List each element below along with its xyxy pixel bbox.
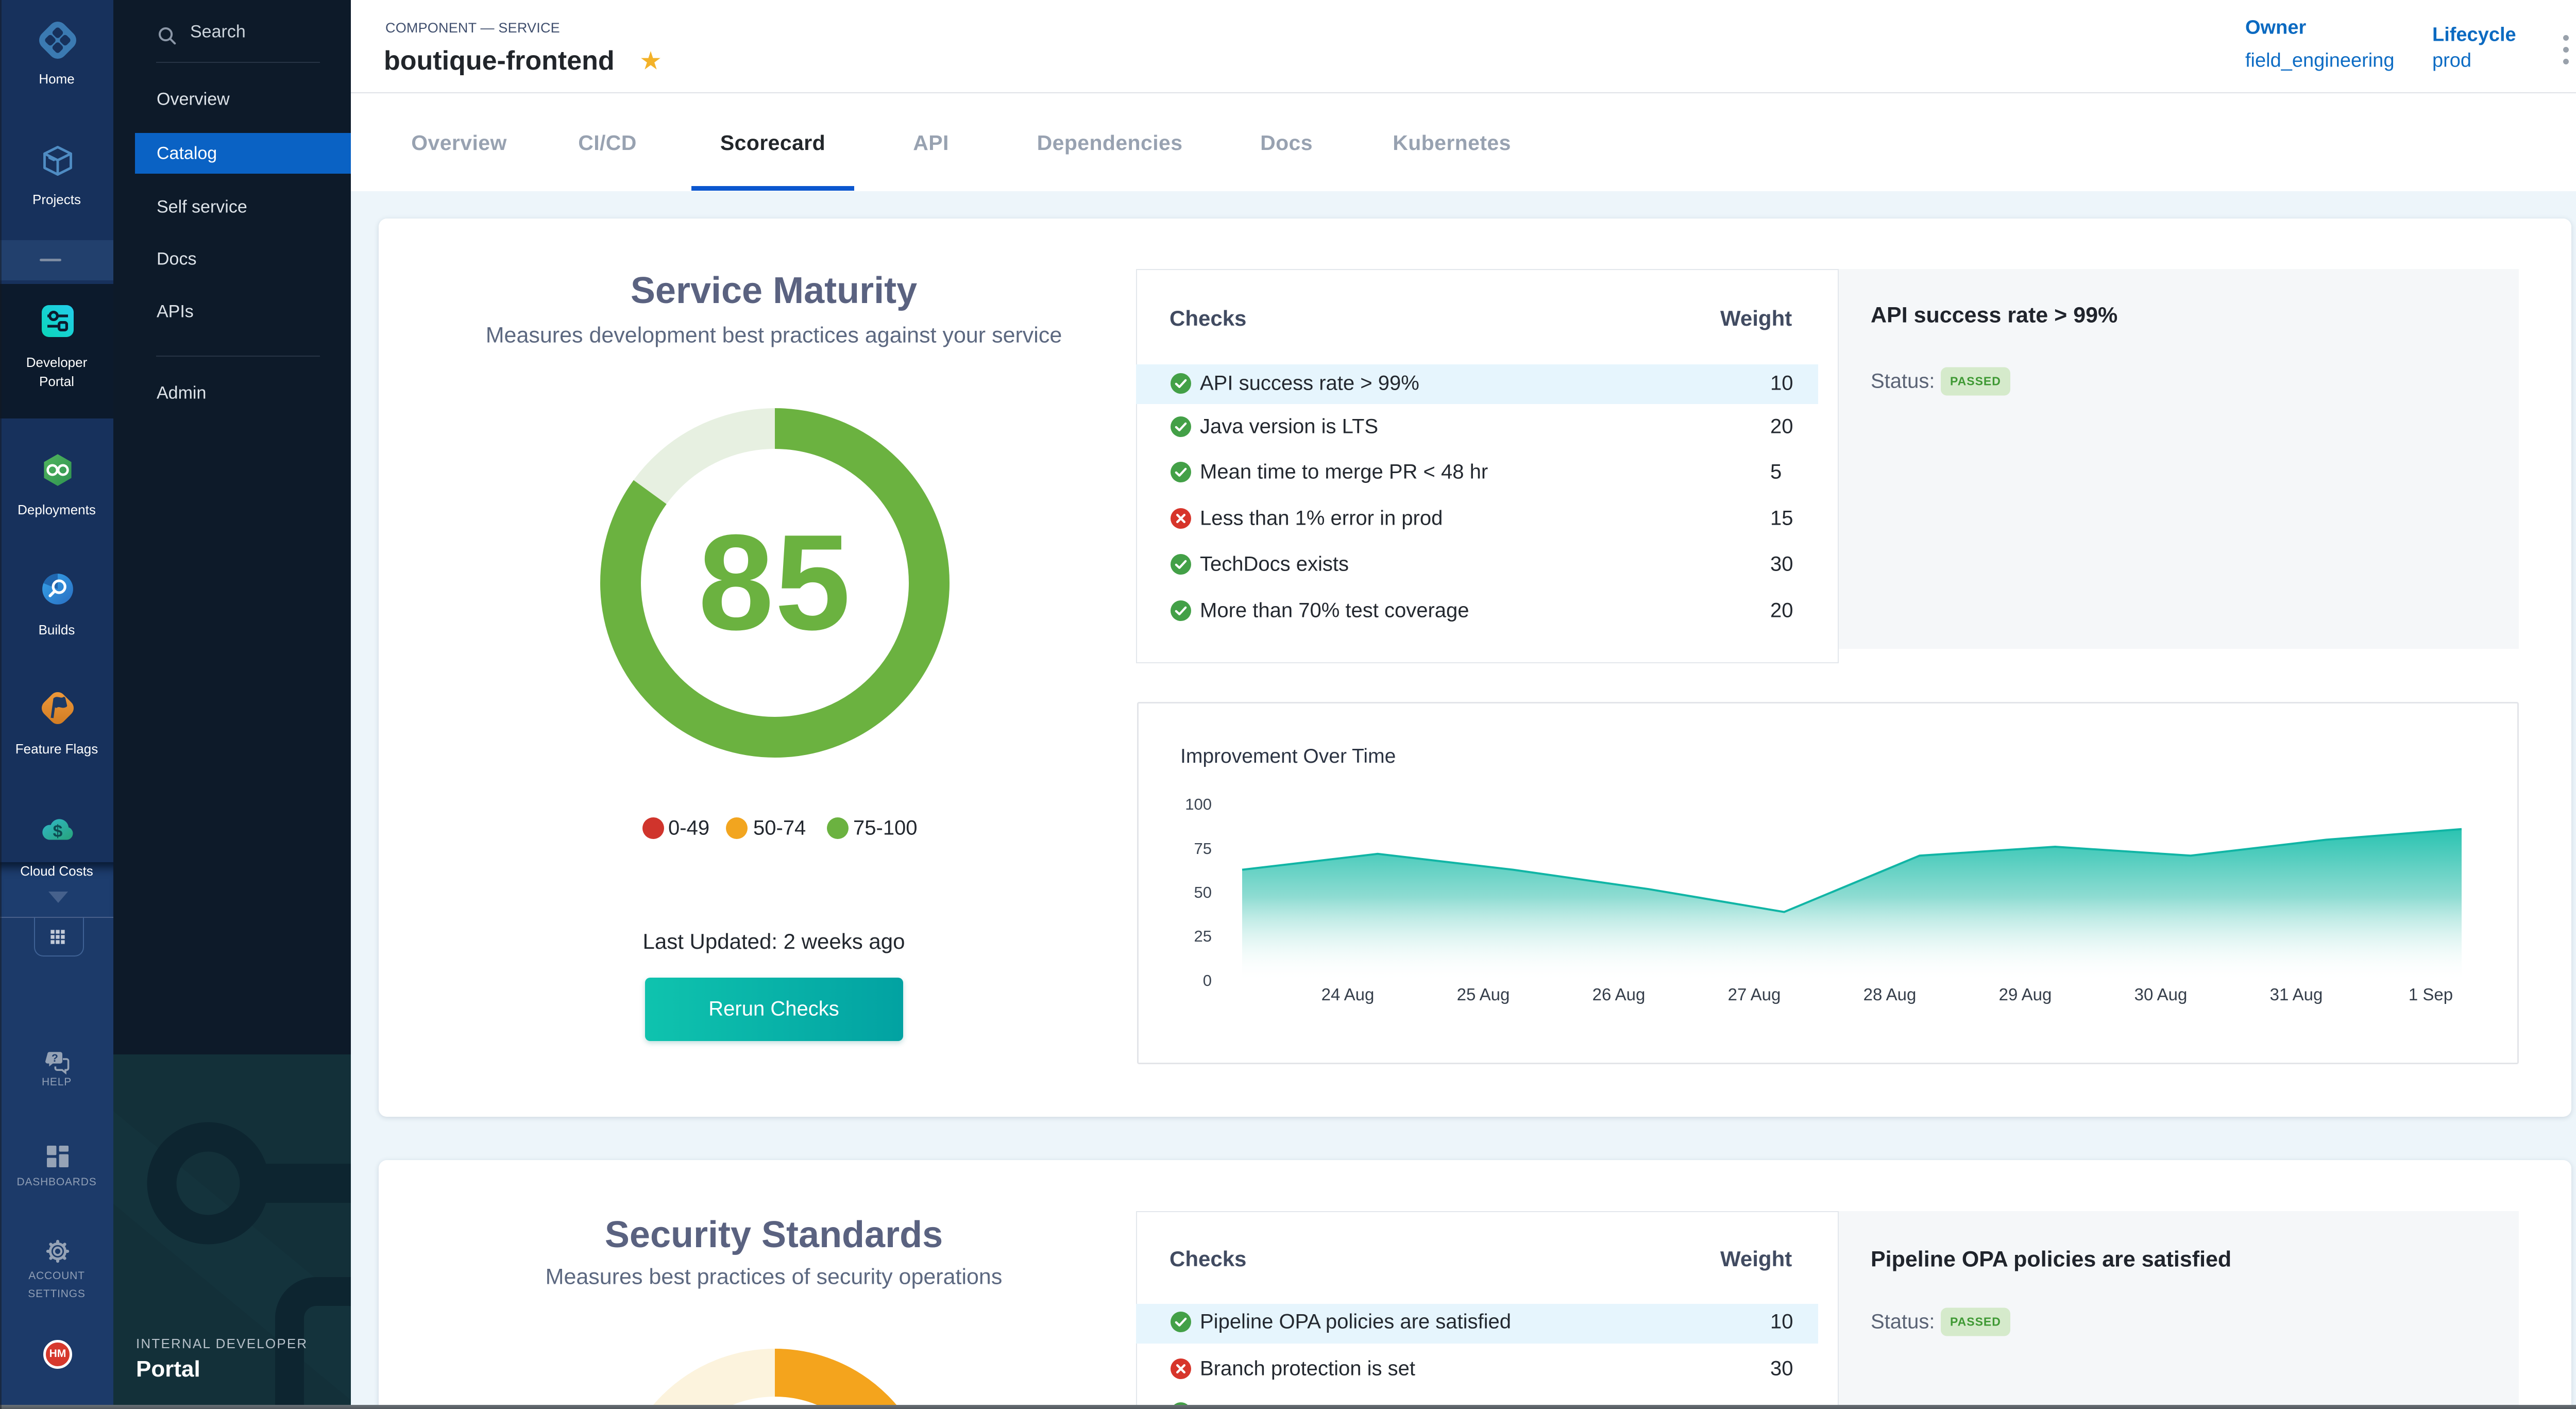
svg-text:?: ? <box>52 1052 58 1064</box>
svg-text:$: $ <box>53 821 63 841</box>
